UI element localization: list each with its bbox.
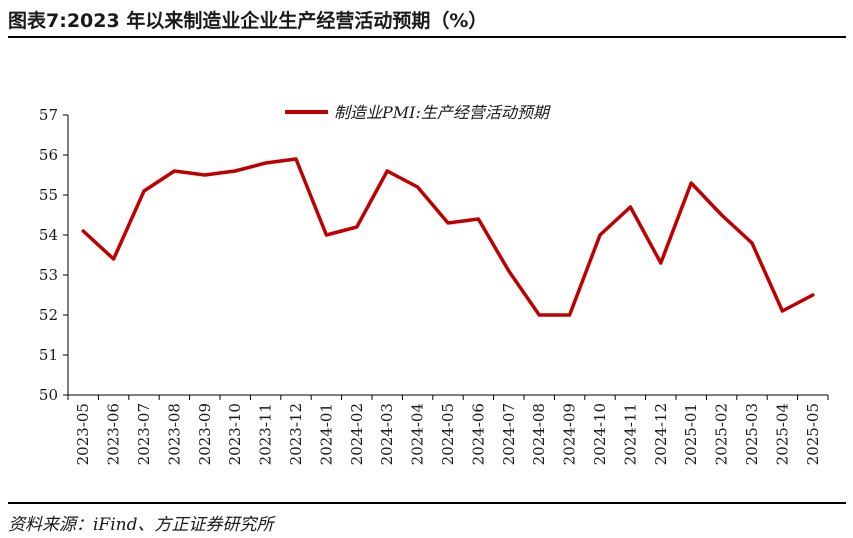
data-point <box>203 173 207 177</box>
x-tick-label: 2023-06 <box>105 403 123 465</box>
x-tick-label: 2023-05 <box>74 403 92 465</box>
data-point <box>112 257 116 261</box>
x-tick-label: 2024-05 <box>439 403 457 465</box>
x-tick-label: 2024-09 <box>561 403 579 465</box>
data-point <box>568 313 572 317</box>
data-point <box>659 261 663 265</box>
x-tick-label: 2023-07 <box>135 403 153 465</box>
x-tick-label: 2024-08 <box>530 403 548 465</box>
x-tick-label: 2023-12 <box>287 403 305 465</box>
x-tick-label: 2023-09 <box>196 403 214 465</box>
data-point <box>476 217 480 221</box>
y-tick-label: 55 <box>39 186 58 204</box>
x-tick-label: 2024-12 <box>652 403 670 465</box>
x-tick-label: 2024-11 <box>621 403 639 465</box>
x-tick-label: 2024-06 <box>469 403 487 465</box>
data-point <box>446 221 450 225</box>
x-tick-label: 2023-11 <box>257 403 275 465</box>
legend-label: 制造业PMI:生产经营活动预期 <box>334 103 551 122</box>
data-point <box>294 157 298 161</box>
source-divider <box>8 502 846 504</box>
x-tick-label: 2024-04 <box>409 403 427 465</box>
series-layer <box>81 157 815 317</box>
x-tick-label: 2025-04 <box>773 403 791 465</box>
x-tick-label: 2024-03 <box>378 403 396 465</box>
source-note: 资料来源：iFind、方正证券研究所 <box>8 515 274 535</box>
data-point <box>689 181 693 185</box>
y-tick-label: 53 <box>39 266 58 284</box>
x-tick-label: 2025-05 <box>804 403 822 465</box>
chart-legend: 制造业PMI:生产经营活动预期 <box>285 103 551 122</box>
data-point <box>264 161 268 165</box>
x-tick-label: 2025-02 <box>713 403 731 465</box>
x-tick-label: 2024-10 <box>591 403 609 465</box>
x-tick-label: 2024-01 <box>317 403 335 465</box>
x-tick-label: 2025-01 <box>682 403 700 465</box>
figure-title: 图表7:2023 年以来制造业企业生产经营活动预期（%） <box>8 10 488 32</box>
x-tick-label: 2023-10 <box>226 403 244 465</box>
data-point <box>355 225 359 229</box>
data-point <box>750 241 754 245</box>
data-point <box>628 205 632 209</box>
y-tick-label: 50 <box>39 386 58 404</box>
data-point <box>172 169 176 173</box>
x-tick-label: 2023-08 <box>165 403 183 465</box>
y-tick-label: 52 <box>39 306 58 324</box>
y-tick-label: 56 <box>39 146 58 164</box>
x-tick-label: 2025-03 <box>743 403 761 465</box>
data-point <box>324 233 328 237</box>
x-tick-label: 2024-02 <box>348 403 366 465</box>
y-tick-label: 57 <box>39 106 58 124</box>
series-line <box>81 157 815 317</box>
data-point <box>81 229 85 233</box>
data-point <box>811 293 815 297</box>
data-point <box>720 213 724 217</box>
data-point <box>598 233 602 237</box>
y-tick-label: 51 <box>39 346 58 364</box>
y-tick-label: 54 <box>39 226 58 244</box>
data-point <box>507 269 511 273</box>
data-point <box>780 309 784 313</box>
x-axis-tick-labels: 2023-05 2023-06 2023-07 2023-08 2023-09 2023-… <box>74 403 822 465</box>
data-point <box>142 189 146 193</box>
x-tick-label: 2024-07 <box>500 403 518 465</box>
y-axis-tick-labels: 50 51 52 53 54 55 56 57 <box>39 106 58 404</box>
title-divider <box>8 36 846 38</box>
data-point <box>385 169 389 173</box>
data-point <box>233 169 237 173</box>
data-point <box>416 185 420 189</box>
chart-axes <box>63 114 829 400</box>
data-point <box>537 313 541 317</box>
